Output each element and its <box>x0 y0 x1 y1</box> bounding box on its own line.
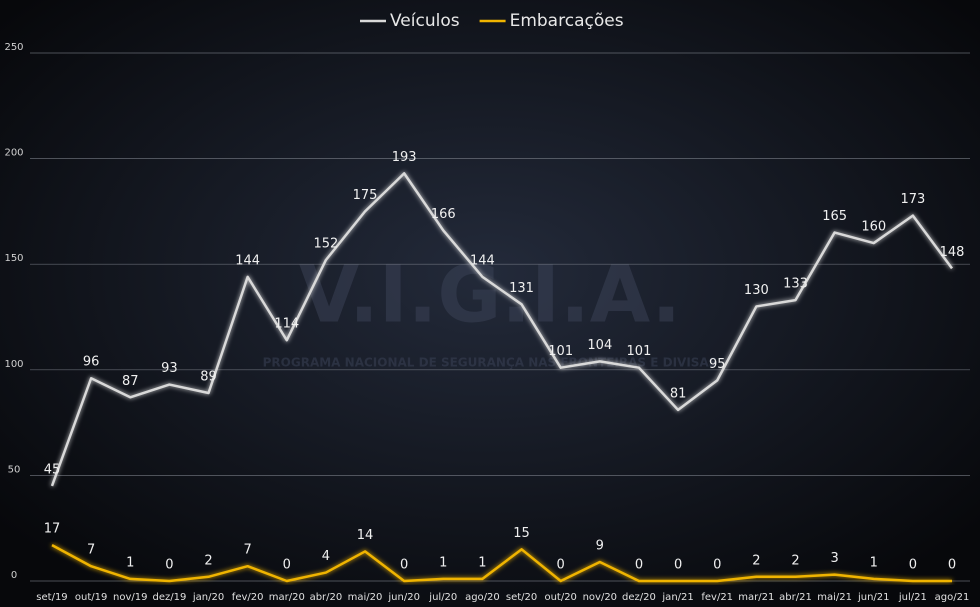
x-tick-label: jan/20 <box>192 592 224 603</box>
data-label: 131 <box>509 281 534 296</box>
data-label: 4 <box>322 549 330 564</box>
data-label: 1 <box>126 555 134 570</box>
x-tick-label: mai/20 <box>348 592 383 603</box>
x-tick-label: mar/21 <box>738 592 774 603</box>
x-tick-label: out/20 <box>544 592 576 603</box>
data-label: 0 <box>165 558 173 573</box>
x-tick-label: out/19 <box>75 592 107 603</box>
data-label: 165 <box>822 209 847 224</box>
x-tick-label: nov/19 <box>113 592 147 603</box>
x-tick-label: dez/19 <box>152 592 186 603</box>
y-tick-label: 200 <box>4 148 23 159</box>
data-label: 0 <box>400 558 408 573</box>
data-label: 7 <box>244 543 252 558</box>
x-tick-label: mai/21 <box>817 592 852 603</box>
data-label: 173 <box>900 192 925 207</box>
data-label: 101 <box>548 344 573 359</box>
data-label: 9 <box>596 538 604 553</box>
data-label: 7 <box>87 543 95 558</box>
data-label: 45 <box>44 462 61 477</box>
data-label: 15 <box>513 526 530 541</box>
legend: Veículos Embarcações <box>360 11 624 31</box>
x-tick-label: mar/20 <box>269 592 305 603</box>
data-label: 144 <box>235 253 260 268</box>
legend-label: Veículos <box>390 11 460 31</box>
watermark-subtitle: PROGRAMA NACIONAL DE SEGURANÇA NAS FRONT… <box>263 356 718 370</box>
data-label: 114 <box>274 317 299 332</box>
x-tick-label: ago/20 <box>465 592 500 603</box>
series-line <box>50 172 954 487</box>
data-label: 17 <box>44 522 61 537</box>
data-label: 148 <box>940 245 965 260</box>
x-tick-label: abr/20 <box>310 592 343 603</box>
x-tick-label: jun/21 <box>857 592 890 603</box>
data-label: 0 <box>713 558 721 573</box>
x-tick-label: set/20 <box>506 592 537 603</box>
data-label: 14 <box>357 528 374 543</box>
data-label: 2 <box>204 553 212 568</box>
data-label: 0 <box>909 558 917 573</box>
data-label: 144 <box>470 253 495 268</box>
x-tick-label: jul/20 <box>428 592 457 603</box>
y-tick-label: 250 <box>4 42 23 53</box>
x-tick-label: jun/20 <box>387 592 420 603</box>
data-label: 0 <box>557 558 565 573</box>
x-tick-label: fev/20 <box>232 592 264 603</box>
series-line <box>51 543 952 583</box>
x-tick-label: set/19 <box>36 592 67 603</box>
data-label: 175 <box>353 188 378 203</box>
data-label: 2 <box>752 553 760 568</box>
data-label: 0 <box>948 558 956 573</box>
x-tick-label: nov/20 <box>583 592 617 603</box>
data-label: 193 <box>392 150 417 165</box>
data-label: 166 <box>431 207 456 222</box>
data-label: 0 <box>283 558 291 573</box>
x-tick-label: dez/20 <box>622 592 656 603</box>
data-label: 2 <box>791 553 799 568</box>
data-label: 0 <box>674 558 682 573</box>
x-tick-label: jan/21 <box>661 592 693 603</box>
legend-label: Embarcações <box>510 11 624 31</box>
y-tick-label: 0 <box>11 570 17 581</box>
data-label: 87 <box>122 374 139 389</box>
data-label: 81 <box>670 386 687 401</box>
data-label: 93 <box>161 361 178 376</box>
watermark-title: V.I.G.I.A. <box>299 250 681 340</box>
data-label: 160 <box>861 220 886 235</box>
data-label: 130 <box>744 283 769 298</box>
data-label: 95 <box>709 357 726 372</box>
data-label: 1 <box>439 555 447 570</box>
data-label: 0 <box>635 558 643 573</box>
x-tick-label: fev/21 <box>701 592 733 603</box>
y-tick-label: 50 <box>8 464 21 475</box>
data-label: 104 <box>587 338 612 353</box>
y-tick-label: 150 <box>4 253 23 264</box>
data-label: 101 <box>627 344 652 359</box>
data-label: 152 <box>313 236 338 251</box>
data-label: 133 <box>783 277 808 292</box>
x-tick-label: ago/21 <box>935 592 970 603</box>
y-tick-label: 100 <box>4 359 23 370</box>
data-label: 89 <box>200 370 217 385</box>
x-tick-label: jul/21 <box>898 592 927 603</box>
data-label: 3 <box>830 551 838 566</box>
data-label: 1 <box>870 555 878 570</box>
x-tick-label: abr/21 <box>779 592 812 603</box>
data-label: 1 <box>478 555 486 570</box>
data-label: 96 <box>83 355 100 370</box>
